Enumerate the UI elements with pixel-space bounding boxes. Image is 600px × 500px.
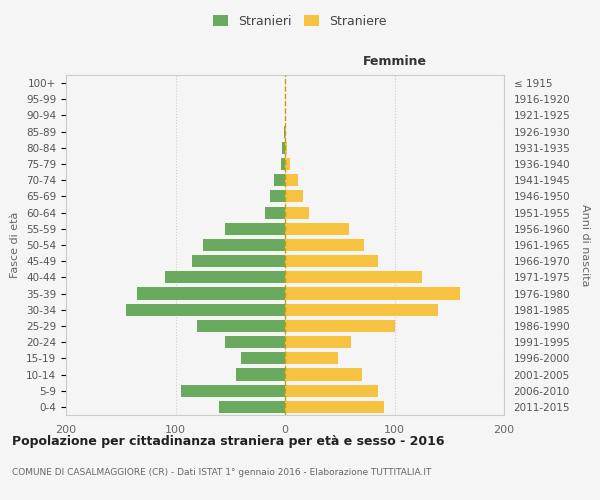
Bar <box>285 158 290 170</box>
Bar <box>197 320 285 332</box>
Bar <box>274 174 285 186</box>
Bar <box>220 401 285 413</box>
Bar <box>285 222 349 235</box>
Bar <box>285 320 395 332</box>
Bar <box>225 222 285 235</box>
Bar <box>285 288 460 300</box>
Bar <box>236 368 285 380</box>
Bar <box>285 174 298 186</box>
Bar <box>241 352 285 364</box>
Bar <box>225 336 285 348</box>
Text: Popolazione per cittadinanza straniera per età e sesso - 2016: Popolazione per cittadinanza straniera p… <box>12 435 445 448</box>
Bar <box>192 255 285 268</box>
Bar <box>137 288 285 300</box>
Bar <box>181 384 285 397</box>
Legend: Stranieri, Straniere: Stranieri, Straniere <box>209 11 391 32</box>
Bar <box>164 272 285 283</box>
Bar <box>285 384 378 397</box>
Bar <box>285 352 338 364</box>
Bar <box>285 255 378 268</box>
Bar <box>285 368 362 380</box>
Bar <box>285 401 383 413</box>
Bar <box>285 142 287 154</box>
Bar <box>285 126 286 138</box>
Bar <box>281 158 285 170</box>
Y-axis label: Anni di nascita: Anni di nascita <box>580 204 590 286</box>
Bar <box>269 190 285 202</box>
Bar <box>265 206 285 218</box>
Bar <box>285 336 351 348</box>
Bar <box>282 142 285 154</box>
Bar <box>285 239 364 251</box>
Y-axis label: Fasce di età: Fasce di età <box>10 212 20 278</box>
Bar <box>203 239 285 251</box>
Bar <box>126 304 285 316</box>
Text: Femmine: Femmine <box>362 55 427 68</box>
Bar <box>285 304 439 316</box>
Bar <box>285 206 309 218</box>
Bar <box>284 126 285 138</box>
Text: COMUNE DI CASALMAGGIORE (CR) - Dati ISTAT 1° gennaio 2016 - Elaborazione TUTTITA: COMUNE DI CASALMAGGIORE (CR) - Dati ISTA… <box>12 468 431 477</box>
Bar <box>285 190 302 202</box>
Bar <box>285 272 422 283</box>
